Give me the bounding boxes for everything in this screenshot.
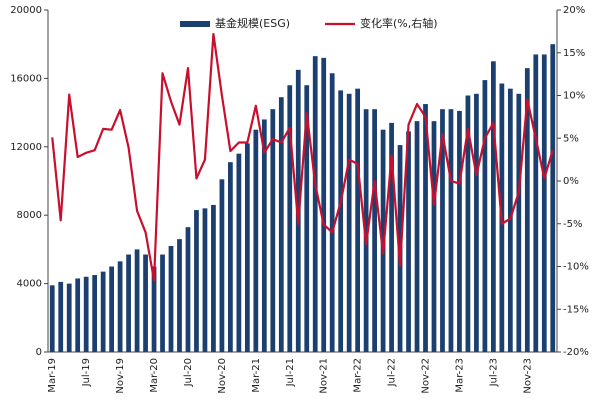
bar: [423, 104, 428, 352]
bar: [109, 266, 115, 352]
bar: [507, 88, 513, 352]
bar: [168, 245, 174, 352]
x-tick-label: Jul-20: [183, 358, 194, 387]
bar: [490, 61, 496, 353]
y2-tick-label: 20%: [563, 5, 585, 16]
bar: [185, 227, 191, 352]
bar: [177, 239, 182, 352]
bar: [380, 129, 386, 352]
bar: [211, 204, 216, 352]
bar: [346, 93, 352, 352]
x-tick-label: Nov-21: [319, 358, 330, 394]
x-tick-label: Nov-23: [522, 358, 533, 394]
bar: [414, 121, 420, 353]
x-tick-label: Jul-19: [81, 358, 92, 387]
line: [51, 32, 554, 282]
bar: [244, 143, 250, 352]
bar: [92, 275, 98, 352]
bar: [66, 283, 72, 352]
bar: [338, 90, 344, 353]
y2-tick-label: -5%: [563, 219, 582, 230]
bar: [160, 254, 165, 352]
y2-tick-label: -15%: [563, 304, 589, 315]
bar: [440, 109, 445, 353]
bar: [117, 261, 123, 352]
legend-swatch: [180, 21, 210, 27]
y-tick-label: 20000: [10, 5, 42, 16]
bar: [448, 109, 454, 353]
bar: [75, 278, 81, 352]
bar: [278, 97, 284, 353]
x-tick-label: Mar-19: [47, 358, 58, 393]
bar: [516, 93, 522, 352]
bar: [219, 179, 225, 352]
bar: [363, 109, 369, 353]
bar: [312, 56, 318, 353]
y-tick-label: 16000: [10, 73, 42, 84]
bar: [550, 44, 556, 352]
bar: [465, 95, 471, 352]
y2-tick-label: -10%: [563, 262, 589, 273]
bar: [524, 68, 530, 352]
bar: [194, 210, 199, 352]
x-tick-label: Mar-23: [454, 358, 465, 393]
y2-tick-label: 0%: [563, 176, 579, 187]
bar: [533, 54, 539, 353]
y2-tick-label: 15%: [563, 48, 585, 59]
bar: [457, 110, 462, 352]
y-tick-label: 12000: [10, 142, 42, 153]
bar: [329, 73, 335, 353]
bar: [151, 266, 157, 352]
bar: [474, 93, 479, 352]
x-tick-label: Jul-21: [285, 358, 296, 387]
bar: [83, 276, 89, 352]
bar: [482, 80, 488, 353]
legend-label: 变化率(%,右轴): [360, 16, 438, 30]
x-tick-label: Nov-19: [115, 358, 126, 394]
bar: [541, 54, 547, 353]
x-tick-label: Nov-22: [421, 358, 432, 394]
y-tick-label: 0: [36, 347, 42, 358]
bar: [372, 109, 377, 353]
bar: [228, 162, 233, 352]
legend-label: 基金规模(ESG): [215, 16, 290, 30]
bar: [406, 131, 411, 352]
bar: [126, 254, 131, 352]
y-tick-label: 4000: [17, 279, 42, 290]
bar: [202, 208, 208, 352]
bar: [304, 85, 310, 353]
bar: [143, 254, 148, 352]
bar: [58, 281, 64, 352]
bar: [253, 129, 259, 352]
bar: [389, 122, 394, 352]
x-tick-label: Mar-21: [251, 358, 262, 393]
bar: [100, 271, 106, 352]
x-tick-label: Mar-22: [353, 358, 364, 393]
bar: [49, 285, 55, 352]
bar: [261, 119, 267, 352]
x-tick-label: Mar-20: [149, 358, 160, 393]
y2-tick-label: 5%: [563, 133, 579, 144]
bar: [355, 88, 361, 352]
bar: [236, 153, 242, 352]
x-tick-label: Jul-23: [488, 358, 499, 387]
x-tick-label: Jul-22: [387, 358, 398, 387]
bar: [134, 249, 140, 352]
x-tick-label: Nov-20: [217, 358, 228, 394]
bar: [431, 121, 437, 353]
bar: [287, 85, 293, 353]
y2-tick-label: 10%: [563, 91, 585, 102]
y2-tick-label: -20%: [563, 347, 589, 358]
y-tick-label: 8000: [17, 210, 42, 221]
bar: [270, 109, 276, 353]
bar: [321, 57, 327, 352]
